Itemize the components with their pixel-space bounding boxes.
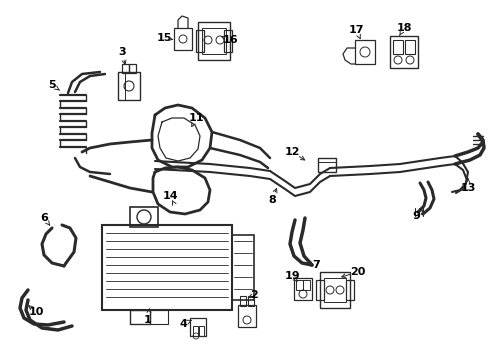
Text: 15: 15: [156, 33, 171, 43]
Bar: [392, 40, 402, 54]
Bar: [224, 30, 231, 52]
Text: 4: 4: [179, 319, 186, 329]
Bar: [196, 30, 203, 52]
Bar: [130, 310, 150, 324]
Text: 9: 9: [411, 211, 419, 221]
Text: 11: 11: [188, 113, 203, 123]
Bar: [354, 40, 374, 64]
Text: 17: 17: [347, 25, 363, 35]
Text: 20: 20: [349, 267, 365, 277]
Bar: [295, 280, 303, 290]
Bar: [324, 278, 346, 302]
Bar: [240, 296, 245, 306]
Text: 6: 6: [40, 213, 48, 223]
Bar: [102, 225, 231, 310]
Bar: [389, 36, 417, 68]
Bar: [193, 326, 198, 336]
Bar: [317, 158, 335, 172]
Bar: [118, 72, 140, 100]
Bar: [238, 305, 256, 327]
Bar: [231, 235, 253, 300]
Text: 1: 1: [144, 315, 152, 325]
Bar: [130, 207, 158, 227]
Bar: [202, 28, 225, 54]
Text: 13: 13: [459, 183, 475, 193]
Bar: [303, 280, 309, 290]
Text: 14: 14: [162, 191, 178, 201]
Text: 7: 7: [311, 260, 319, 270]
Text: 12: 12: [284, 147, 299, 157]
Text: 5: 5: [48, 80, 56, 90]
Bar: [319, 272, 349, 308]
Bar: [247, 296, 253, 306]
Bar: [122, 64, 129, 73]
Text: 18: 18: [395, 23, 411, 33]
Bar: [129, 64, 136, 73]
Text: 16: 16: [222, 35, 237, 45]
Bar: [404, 40, 414, 54]
Bar: [174, 28, 192, 50]
Bar: [150, 310, 168, 324]
Bar: [293, 278, 311, 300]
Bar: [315, 280, 324, 300]
Text: 10: 10: [28, 307, 43, 317]
Text: 8: 8: [267, 195, 275, 205]
Text: 19: 19: [284, 271, 299, 281]
Bar: [199, 326, 203, 336]
Bar: [198, 22, 229, 60]
Text: 3: 3: [118, 47, 125, 57]
Bar: [346, 280, 353, 300]
Text: 2: 2: [250, 290, 257, 300]
Bar: [190, 318, 205, 336]
